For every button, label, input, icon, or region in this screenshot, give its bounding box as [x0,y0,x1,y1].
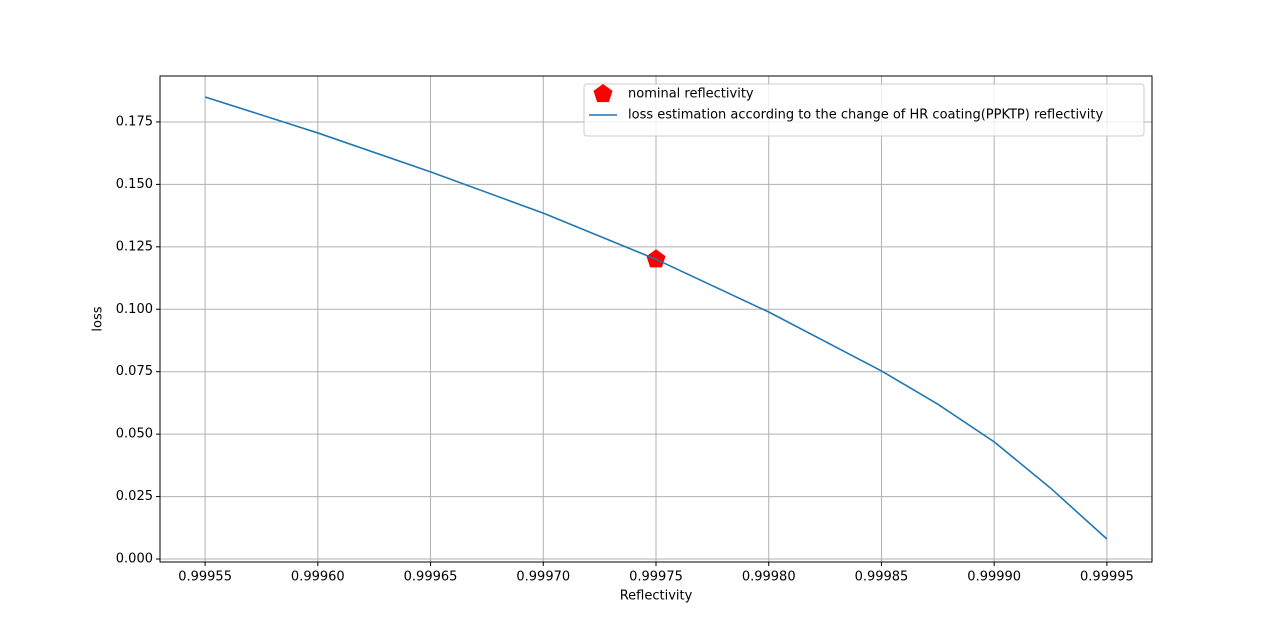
x-tick-label: 0.99955 [178,570,232,585]
x-axis-label: Reflectivity [620,589,693,604]
x-tick-label: 0.99975 [629,570,683,585]
axes-frame [159,75,1153,563]
x-tick-label: 0.99965 [404,570,458,585]
x-tick-label: 0.99985 [855,570,909,585]
line [204,96,1108,540]
y-tick-label: 0.125 [116,239,153,254]
x-tick-label: 0.99990 [967,570,1021,585]
y-tick-label: 0.075 [116,364,153,379]
legend-label: loss estimation according to the change … [628,108,1103,123]
x-tick-label: 0.99960 [291,570,345,585]
y-tick-label: 0.150 [116,177,153,192]
x-tick-label: 0.99970 [516,570,570,585]
y-axis-label: loss [91,306,106,331]
legend-box [583,83,1145,137]
legend: nominal reflectivity loss estimation acco… [583,83,1145,137]
x-tick-label: 0.99980 [742,570,796,585]
y-tick-label: 0.100 [116,302,153,317]
legend-marker [593,84,613,103]
y-tick-label: 0.175 [116,114,153,129]
marker [646,249,666,268]
x-tick-label: 0.99995 [1080,570,1134,585]
y-tick-label: 0.025 [116,489,153,504]
legend-label: nominal reflectivity [628,87,754,102]
y-tick-label: 0.000 [116,552,153,567]
y-tick-label: 0.050 [116,427,153,442]
